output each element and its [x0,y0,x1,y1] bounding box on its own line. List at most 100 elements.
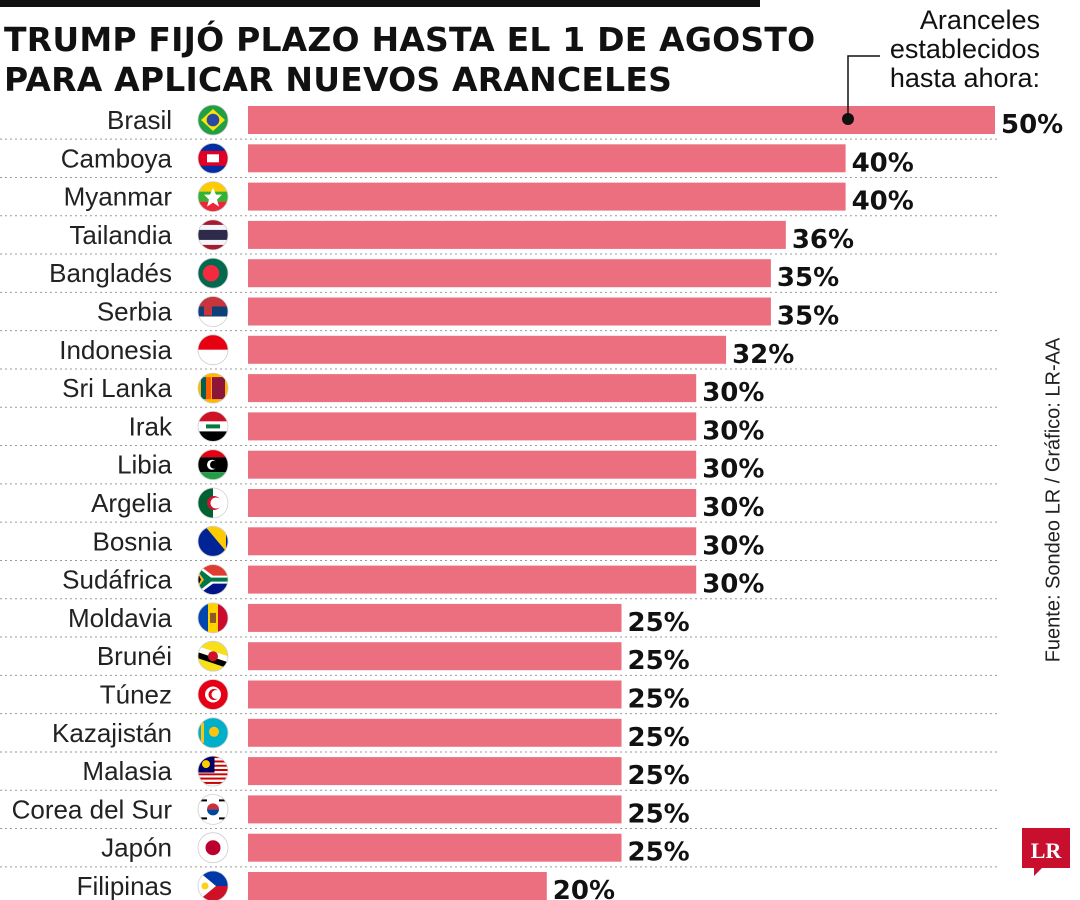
category-label-moldavia: Moldavia [68,603,173,633]
category-label-serbia: Serbia [97,297,173,327]
value-label-tunez: 25% [628,685,690,715]
bar-myanmar [248,182,846,211]
top-rule [0,0,760,7]
bar-sudafrica [248,565,697,594]
annotation-leader-line [847,55,880,117]
south-korea-flag-icon [197,794,229,825]
title-line-2: PARA APLICAR NUEVOS ARANCELES [4,60,673,99]
bar-sri-lanka [248,374,697,403]
category-label-libia: Libia [117,450,172,480]
myanmar-flag-icon [197,181,229,213]
kazakhstan-flag-icon [197,717,229,749]
value-label-brunei: 25% [628,646,690,676]
annotation-line-2: establecidos [889,34,1040,64]
category-label-kazajistan: Kazajistán [52,718,172,748]
value-label-argelia: 30% [702,493,764,523]
value-label-banglades: 35% [777,263,839,293]
brunei-flag-icon [197,640,229,672]
flags [197,104,229,900]
bar-brasil [248,106,995,134]
chart-title: TRUMP FIJÓ PLAZO HASTA EL 1 DE AGOSTO PA… [4,20,815,100]
value-label-brasil: 50% [1001,110,1063,140]
value-label-kazajistan: 25% [628,723,690,753]
category-label-brunei: Brunéi [97,641,172,671]
bar-japon [248,833,622,862]
bar-brunei [248,642,622,671]
japan-flag-icon [197,832,229,864]
cambodia-flag-icon [197,142,229,174]
category-label-tunez: Túnez [100,680,172,710]
category-label-camboya: Camboya [61,143,173,173]
indonesia-flag-icon [197,334,229,366]
value-label-tailandia: 36% [792,225,854,255]
category-label-myanmar: Myanmar [64,182,173,212]
category-label-sri-lanka: Sri Lanka [62,373,172,403]
annotation-line-1: Aranceles [919,5,1040,35]
bosnia-flag-icon [197,525,229,557]
bar-indonesia [248,335,727,364]
category-label-corea-del-sur: Corea del Sur [12,794,173,824]
value-label-irak: 30% [702,416,764,446]
category-label-indonesia: Indonesia [59,335,172,365]
row-separators [0,138,1000,868]
category-label-sudafrica: Sudáfrica [62,565,172,595]
bar-kazajistan [248,718,622,747]
value-label-indonesia: 32% [732,340,794,370]
value-label-libia: 30% [702,455,764,485]
moldova-flag-icon [197,602,229,634]
bar-libia [248,450,697,479]
annotation-leader [842,55,880,125]
malaysia-flag-icon [197,755,229,787]
serbia-flag-icon [197,296,229,327]
value-label-malasia: 25% [628,761,690,791]
bar-tunez [248,680,622,709]
value-labels: 50% 40% 40% 36% 35% 35% 32% 30% 30% 30% 30% 30% 30% 2… [553,110,1063,900]
annotation-line-3: hasta ahora: [889,63,1040,93]
philippines-flag-icon [197,870,229,900]
value-label-camboya: 40% [852,148,914,178]
bar-banglades [248,259,771,288]
value-label-bosnia: 30% [702,531,764,561]
category-label-irak: Irak [129,411,173,441]
value-label-filipinas: 20% [553,876,615,900]
category-labels: Brasil Camboya Myanmar Tailandia Bangladés Se… [12,105,173,900]
bar-tailandia [248,220,786,249]
category-label-banglades: Bangladés [49,258,172,288]
category-label-brasil: Brasil [107,105,172,135]
algeria-flag-icon [197,487,229,519]
south-africa-flag-icon [197,564,229,595]
title-line-1: TRUMP FIJÓ PLAZO HASTA EL 1 DE AGOSTO [4,20,816,59]
category-label-argelia: Argelia [91,488,172,518]
lr-logo-icon: LR [1022,828,1070,876]
bar-corea-del-sur [248,795,622,824]
libya-flag-icon [197,449,229,481]
bar-serbia [248,297,771,326]
bar-bosnia [248,527,697,556]
category-label-tailandia: Tailandia [69,220,172,250]
bar-malasia [248,757,622,786]
sri-lanka-flag-icon [197,372,229,404]
category-label-malasia: Malasia [82,756,172,786]
category-label-bosnia: Bosnia [93,526,173,556]
logo-text: LR [1031,838,1063,863]
annotation-leader-dot [842,113,854,125]
bangladesh-flag-icon [197,257,229,289]
source-note: Fuente: Sondeo LR / Gráfico: LR-AA [1042,337,1065,663]
value-label-corea-del-sur: 25% [628,799,690,829]
bar-moldavia [248,603,622,632]
annotation: Aranceles establecidos hasta ahora: [800,6,1040,93]
value-label-sri-lanka: 30% [702,378,764,408]
bar-irak [248,412,697,441]
value-label-japon: 25% [628,838,690,868]
category-label-filipinas: Filipinas [77,871,172,900]
bars [248,106,995,900]
category-label-japon: Japón [101,833,172,863]
bar-filipinas [248,872,547,900]
iraq-flag-icon [197,410,229,442]
value-label-sudafrica: 30% [702,570,764,600]
value-label-serbia: 35% [777,302,839,332]
brazil-flag-icon [197,104,229,136]
tunisia-flag-icon [197,679,229,710]
thailand-flag-icon [197,219,229,251]
